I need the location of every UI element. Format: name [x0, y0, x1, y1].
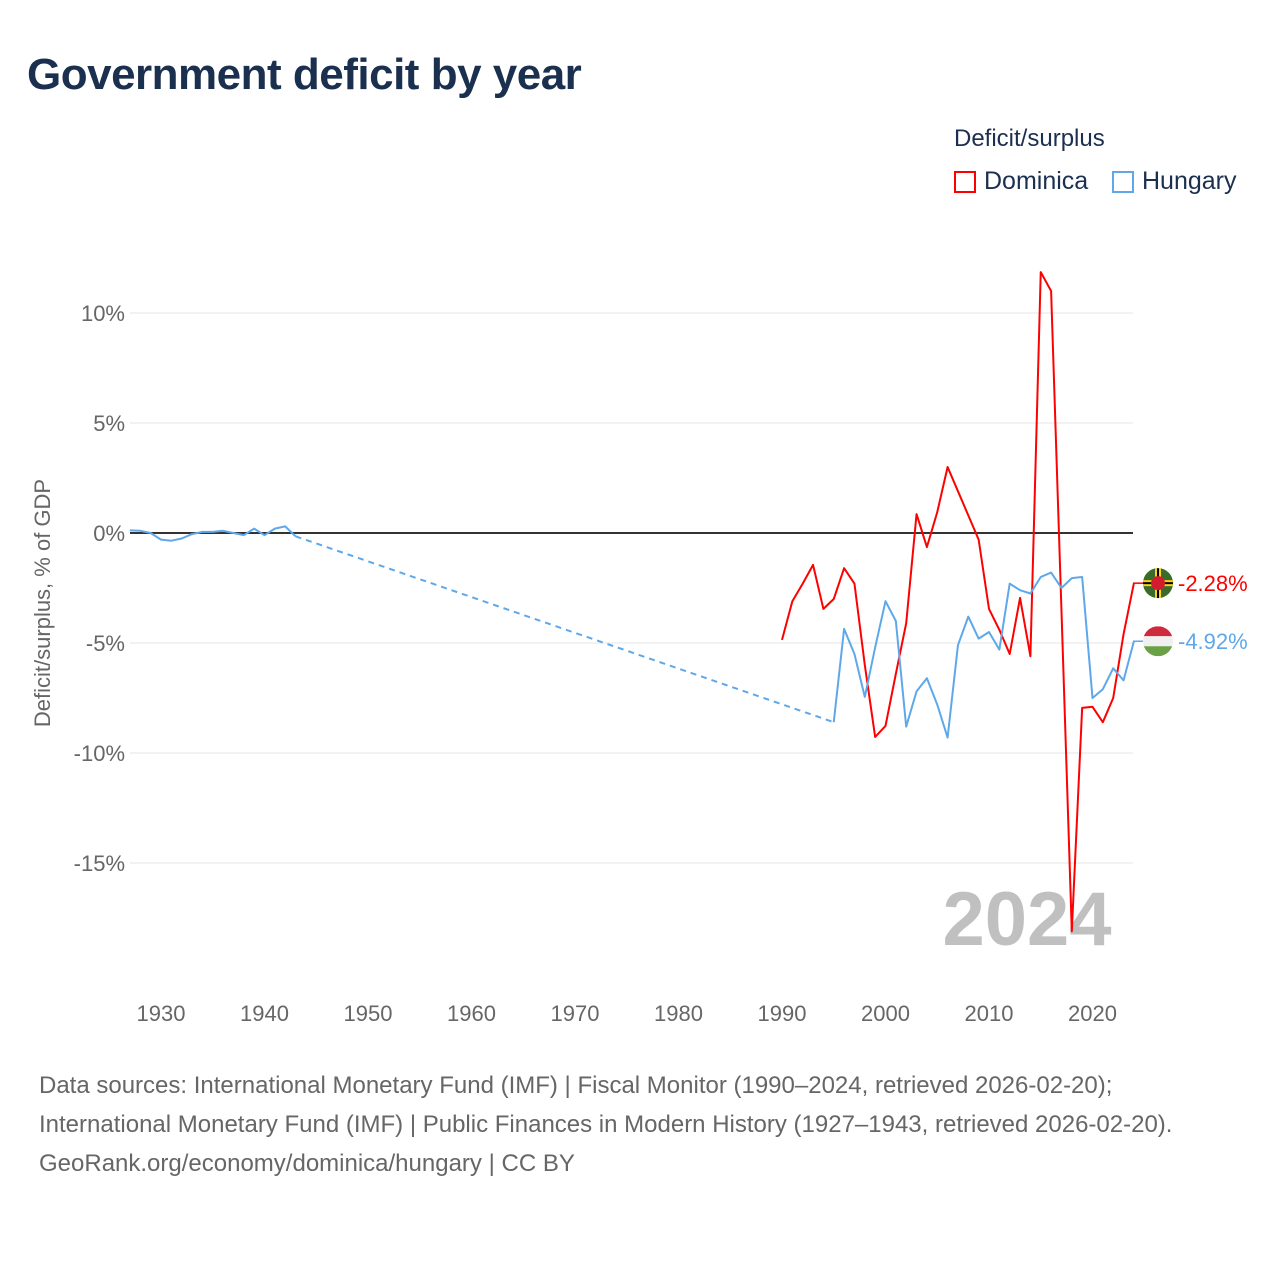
- chart-title: Government deficit by year: [27, 50, 582, 99]
- line-chart: 10% 5% 0% -5% -10% -15% Deficit/surplus, % of …: [30, 271, 1248, 1026]
- flag-body: [1143, 568, 1173, 599]
- legend-swatch-hungary: [1112, 170, 1134, 193]
- y-tick-label: -10%: [74, 741, 125, 766]
- y-tick-label: 5%: [93, 411, 125, 436]
- x-tick-label: 1990: [758, 1001, 807, 1026]
- x-tick-label: 2010: [965, 1001, 1014, 1026]
- x-tick-label: 2000: [861, 1001, 910, 1026]
- y-tick-label: 10%: [81, 301, 125, 326]
- legend-item-hungary[interactable]: Hungary: [1112, 167, 1237, 196]
- series-line: [781, 271, 1135, 933]
- end-value-label: -2.28%: [1178, 571, 1248, 596]
- legend-item-dominica[interactable]: Dominica: [954, 167, 1088, 196]
- current-year-watermark: 2024: [942, 877, 1111, 962]
- x-tick-label: 1930: [137, 1001, 186, 1026]
- series-dominica: -2.28%: [781, 271, 1248, 933]
- legend-title: Deficit/surplus: [954, 125, 1105, 152]
- footer: Data sources: International Monetary Fun…: [39, 1066, 1239, 1183]
- flag-body: [1143, 626, 1173, 657]
- flag-stripe-red: [1143, 626, 1173, 637]
- x-tick-label: 1940: [240, 1001, 289, 1026]
- credit-link[interactable]: GeoRank.org/economy/dominica/hungary | C…: [39, 1150, 575, 1177]
- y-tick-label: 0%: [93, 521, 125, 546]
- data-sources: Data sources: International Monetary Fun…: [39, 1072, 1173, 1138]
- legend-swatch-dominica: [954, 170, 976, 193]
- series-hungary: -4.92%: [129, 525, 1248, 739]
- x-tick-label: 1960: [447, 1001, 496, 1026]
- x-tick-label: 2020: [1068, 1001, 1117, 1026]
- legend-label-hungary: Hungary: [1142, 167, 1237, 195]
- series-line: [832, 571, 1135, 739]
- flag-stripe-white: [1143, 636, 1173, 647]
- x-tick-label: 1950: [344, 1001, 393, 1026]
- series-gap-line: [295, 535, 835, 724]
- x-tick-label: 1980: [654, 1001, 703, 1026]
- y-tick-label: -15%: [74, 851, 125, 876]
- legend-label-dominica: Dominica: [984, 167, 1089, 195]
- flag-disc: [1151, 576, 1165, 591]
- flag-stripe-green: [1143, 646, 1173, 657]
- end-value-label: -4.92%: [1178, 629, 1248, 654]
- dominica-flag-icon: [1143, 568, 1173, 599]
- y-tick-label: -5%: [86, 631, 125, 656]
- y-axis-label: Deficit/surplus, % of GDP: [30, 479, 55, 727]
- x-tick-label: 1970: [551, 1001, 600, 1026]
- series-line: [129, 525, 297, 542]
- hungary-flag-icon: [1143, 626, 1173, 657]
